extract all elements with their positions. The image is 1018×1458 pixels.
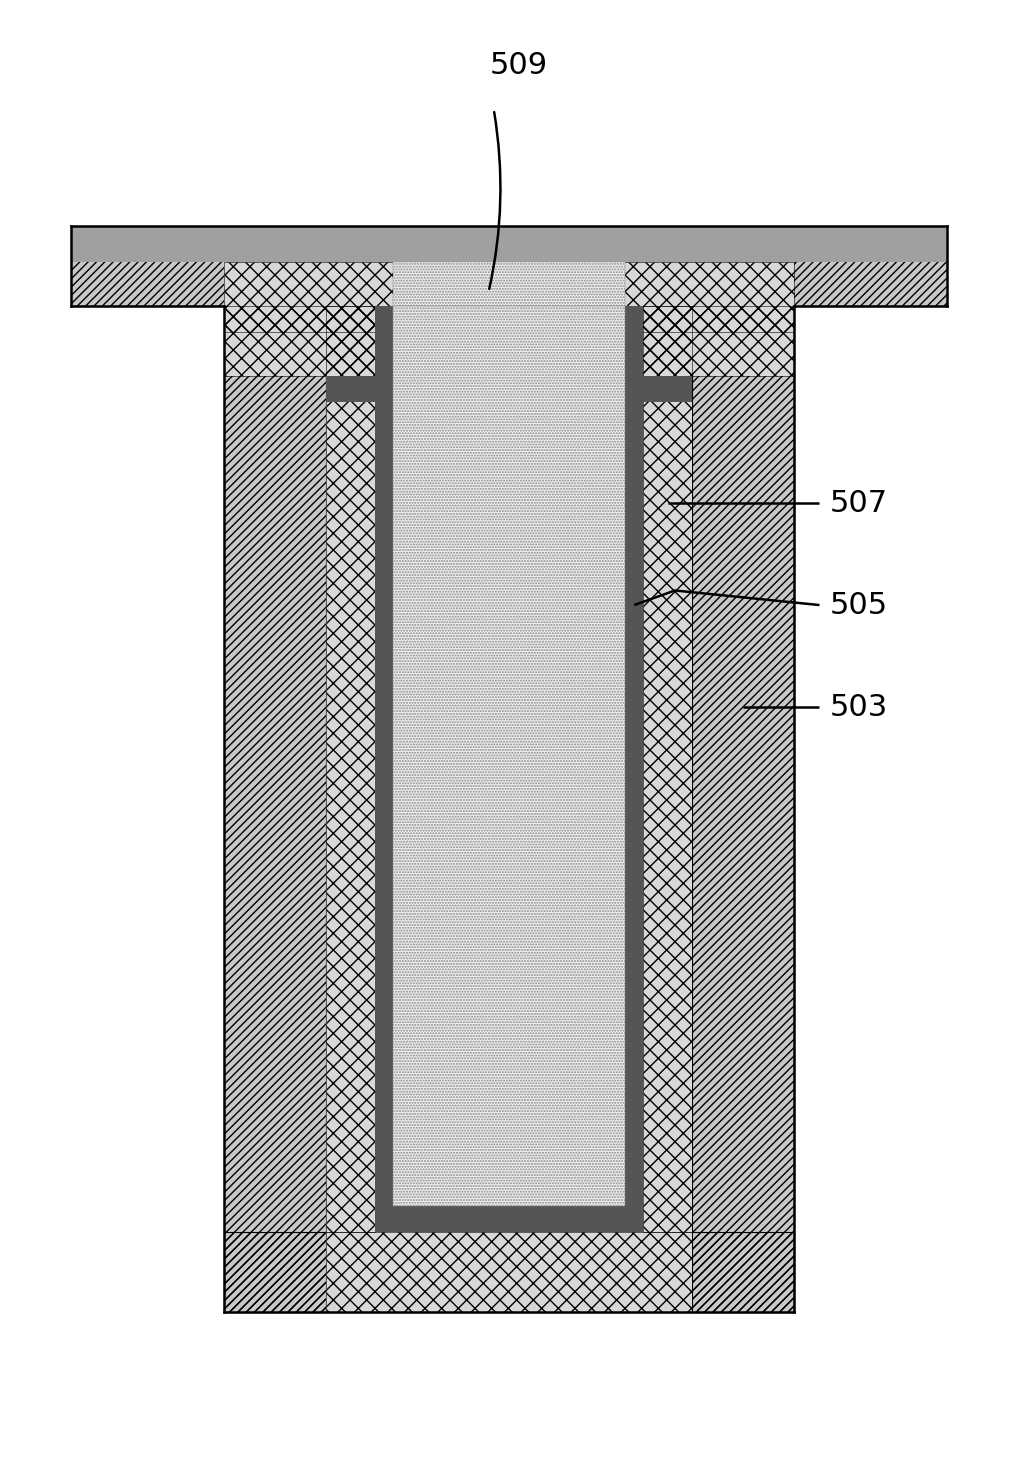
Bar xyxy=(326,306,375,1232)
Bar xyxy=(326,306,375,1232)
Bar xyxy=(224,1232,794,1312)
Bar xyxy=(224,1232,794,1312)
Bar xyxy=(71,226,947,306)
Bar xyxy=(224,306,326,1312)
Bar xyxy=(224,306,794,376)
Bar xyxy=(692,306,794,1312)
Bar xyxy=(393,262,625,306)
Bar xyxy=(224,306,794,376)
Bar xyxy=(643,306,692,1232)
Bar xyxy=(71,226,947,306)
Text: 505: 505 xyxy=(830,590,888,620)
Bar xyxy=(375,1206,643,1232)
Bar xyxy=(375,306,393,1232)
Bar xyxy=(692,306,794,1312)
Bar xyxy=(393,306,625,1206)
Text: 507: 507 xyxy=(830,488,888,518)
Bar xyxy=(643,306,692,1232)
Bar xyxy=(224,262,794,332)
Bar xyxy=(326,1232,692,1312)
Bar xyxy=(625,306,643,1232)
Bar xyxy=(224,306,326,1312)
Text: 503: 503 xyxy=(830,693,888,722)
Bar xyxy=(224,262,794,332)
Bar xyxy=(71,226,947,262)
Bar xyxy=(393,262,625,306)
Bar xyxy=(326,1232,692,1312)
Bar xyxy=(326,376,692,402)
Text: 509: 509 xyxy=(490,51,549,80)
Bar xyxy=(393,306,625,1206)
